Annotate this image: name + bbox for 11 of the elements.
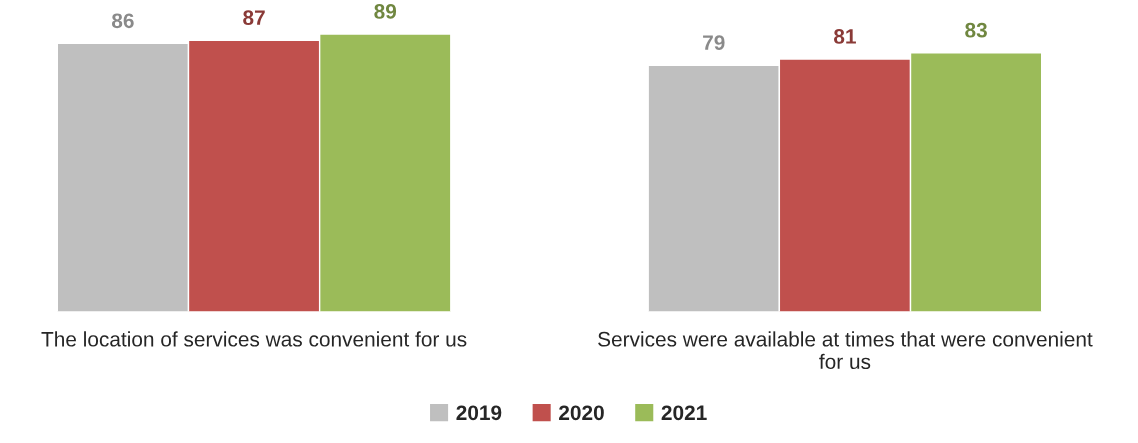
data-label: 79 <box>703 35 725 50</box>
legend-label: 2019 <box>456 405 502 421</box>
data-label: 86 <box>111 13 134 29</box>
data-label: 81 <box>834 28 856 44</box>
data-label: 89 <box>374 4 397 19</box>
data-label: 87 <box>243 10 265 26</box>
x-tick-label: The location of services was convenient for us <box>41 331 467 347</box>
data-label: 83 <box>965 22 987 38</box>
legend-label: 2020 <box>559 405 604 421</box>
legend-label: 2021 <box>661 405 707 421</box>
x-tick-label: Services were available at times that were convenient for us <box>598 331 1093 370</box>
